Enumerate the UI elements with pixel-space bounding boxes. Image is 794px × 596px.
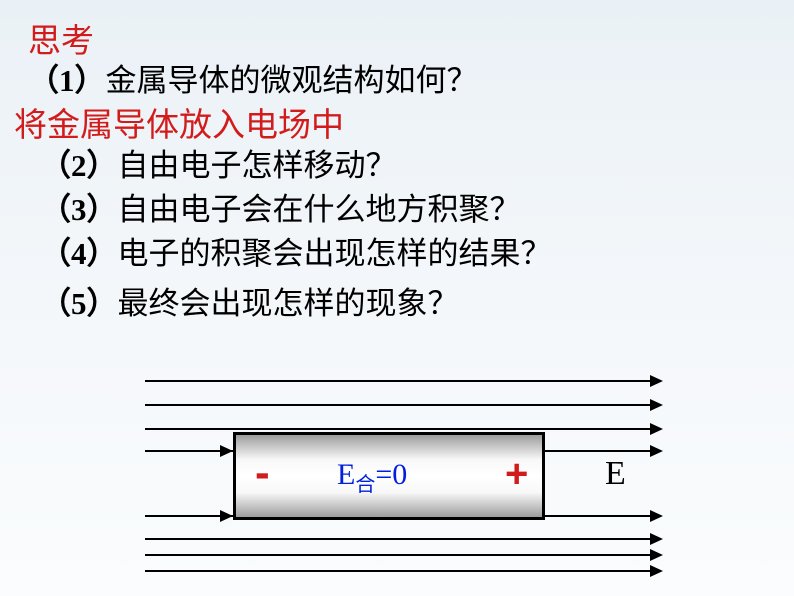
q4-number: （4） — [40, 236, 118, 271]
e-inside-E: E — [337, 458, 355, 491]
field-line — [145, 554, 650, 556]
field-diagram: - E合=0 + E — [145, 370, 665, 570]
field-line — [145, 570, 650, 572]
e-inside-tail: =0 — [375, 458, 407, 491]
subheading-place-conductor: 将金属导体放入电场中 — [14, 98, 344, 146]
arrow-icon — [220, 510, 233, 522]
q2-text: 自由电子怎样移动？ — [118, 148, 397, 183]
plus-sign: + — [505, 452, 528, 497]
e-outside-label: E — [605, 455, 626, 493]
q3-text: 自由电子会在什么地方积聚？ — [118, 192, 521, 227]
q5-number: （5） — [40, 286, 118, 321]
arrow-icon — [650, 399, 663, 411]
arrow-icon — [650, 445, 663, 457]
e-inside-sub: 合 — [355, 474, 375, 496]
arrow-icon — [650, 423, 663, 435]
arrow-icon — [650, 533, 663, 545]
q4-text: 电子的积聚会出现怎样的结果？ — [118, 236, 552, 271]
arrow-icon — [650, 510, 663, 522]
arrow-icon — [650, 549, 663, 561]
field-line — [145, 428, 650, 430]
field-line-right — [545, 515, 650, 517]
q5-text: 最终会出现怎样的现象？ — [118, 286, 459, 321]
arrow-icon — [220, 445, 233, 457]
field-line — [145, 380, 650, 382]
field-line-right — [545, 450, 650, 452]
arrow-icon — [650, 375, 663, 387]
minus-sign: - — [255, 448, 270, 498]
q2-number: （2） — [40, 148, 118, 183]
e-inside-label: E合=0 — [337, 458, 407, 497]
q3-number: （3） — [40, 192, 118, 227]
question-5: （5）最终会出现怎样的现象？ — [40, 278, 459, 323]
question-2: （2）自由电子怎样移动？ — [40, 140, 397, 185]
field-line — [145, 404, 650, 406]
question-3: （3）自由电子会在什么地方积聚？ — [40, 184, 521, 229]
question-1: （1）金属导体的微观结构如何？ — [28, 55, 478, 100]
q1-text: 金属导体的微观结构如何？ — [106, 63, 478, 98]
q1-number: （1） — [28, 63, 106, 98]
question-4: （4）电子的积聚会出现怎样的结果？ — [40, 228, 552, 273]
field-line — [145, 538, 650, 540]
arrow-icon — [650, 565, 663, 577]
